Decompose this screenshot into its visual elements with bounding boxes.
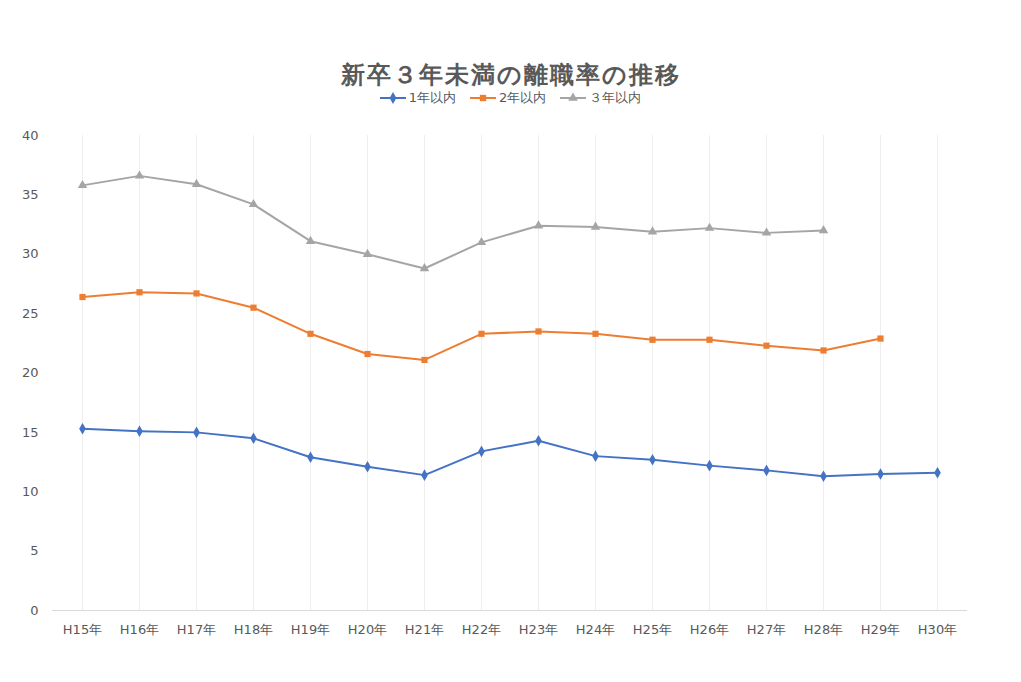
svg-text:H27年: H27年 [747, 622, 786, 637]
svg-text:20: 20 [22, 365, 39, 380]
svg-text:H15年: H15年 [63, 622, 102, 637]
svg-text:H25年: H25年 [633, 622, 672, 637]
svg-text:H28年: H28年 [804, 622, 843, 637]
svg-text:35: 35 [22, 187, 39, 202]
svg-text:H23年: H23年 [519, 622, 558, 637]
svg-text:H21年: H21年 [405, 622, 444, 637]
svg-text:30: 30 [22, 246, 39, 261]
svg-text:40: 40 [22, 128, 39, 143]
html-text:新卒３年未満の離職率の推移: 新卒３年未満の離職率の推移 [340, 61, 681, 89]
svg-text:25: 25 [22, 306, 39, 321]
svg-text:H19年: H19年 [291, 622, 330, 637]
html-text:1年以内: 1年以内 [408, 90, 456, 105]
svg-text:15: 15 [22, 425, 39, 440]
svg-text:H29年: H29年 [861, 622, 900, 637]
html-text:３年以内: ３年以内 [589, 90, 642, 105]
svg-text:H26年: H26年 [690, 622, 729, 637]
svg-text:H17年: H17年 [177, 622, 216, 637]
svg-text:H22年: H22年 [462, 622, 501, 637]
svg-text:10: 10 [22, 484, 39, 499]
svg-text:H20年: H20年 [348, 622, 387, 637]
svg-text:0: 0 [30, 603, 38, 618]
svg-text:H30年: H30年 [918, 622, 957, 637]
svg-text:H16年: H16年 [120, 622, 159, 637]
svg-text:5: 5 [30, 543, 38, 558]
html-text:2年以内: 2年以内 [499, 90, 547, 105]
svg-text:H24年: H24年 [576, 622, 615, 637]
svg-text:H18年: H18年 [234, 622, 273, 637]
